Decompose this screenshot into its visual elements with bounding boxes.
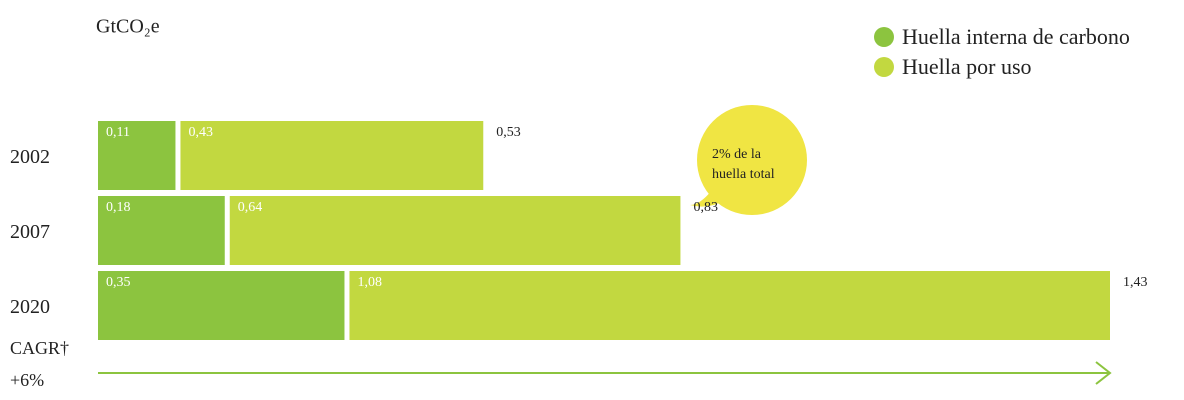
- value-label: 0,43: [188, 125, 213, 140]
- legend-swatch: [874, 57, 894, 77]
- callout-bubble: [697, 105, 807, 215]
- value-label: 0,18: [106, 200, 131, 215]
- y-tick-label: 2020: [10, 296, 50, 318]
- bar-segment: [349, 271, 1111, 340]
- bar-segment: [180, 121, 484, 190]
- value-label: 0,35: [106, 275, 131, 290]
- y-tick-label: 2002: [10, 146, 50, 168]
- growth-arrowhead: [1095, 361, 1112, 385]
- total-label: 0,83: [693, 200, 718, 215]
- chart-title: GtCO₂e: [96, 16, 160, 38]
- value-label: 0,11: [106, 125, 130, 140]
- callout-text: 2% de la: [712, 147, 762, 162]
- growth-value: +6%: [10, 370, 44, 390]
- growth-label: CAGR†: [10, 338, 69, 358]
- legend-label: Huella interna de carbono: [902, 24, 1130, 49]
- callout-text: huella total: [712, 167, 775, 182]
- total-label: 1,43: [1123, 275, 1148, 290]
- value-label: 1,08: [357, 275, 382, 290]
- bar-segment: [98, 121, 176, 190]
- total-label: 0,53: [496, 125, 521, 140]
- bar-segment: [229, 196, 681, 265]
- legend-label: Huella por uso: [902, 54, 1032, 79]
- legend-swatch: [874, 27, 894, 47]
- value-label: 0,64: [238, 200, 263, 215]
- bar-segment: [98, 271, 345, 340]
- callout-tail: [690, 190, 725, 207]
- y-tick-label: 2007: [10, 221, 50, 243]
- bar-segment: [98, 196, 225, 265]
